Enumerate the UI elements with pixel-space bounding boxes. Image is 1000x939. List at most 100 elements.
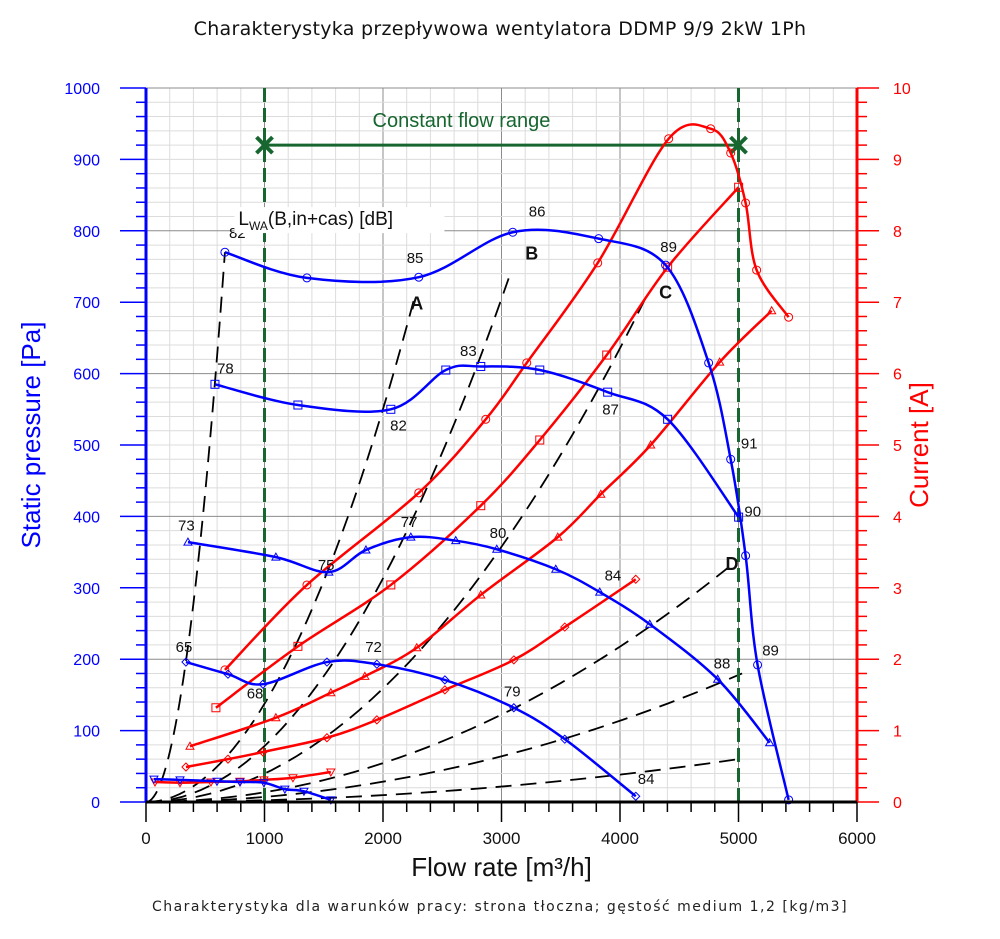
sound-level-label: 80 — [490, 525, 507, 542]
sound-label-background — [234, 207, 445, 234]
marker-triangle — [360, 671, 370, 680]
sound-level-label: 78 — [217, 361, 234, 378]
constant-flow-range: Constant flow range — [255, 88, 748, 802]
x-tick-label: 1000 — [246, 829, 284, 848]
y-tick-label: 500 — [73, 438, 100, 455]
system-curve-letter: A — [410, 293, 423, 313]
y-tick-label: 400 — [73, 509, 100, 526]
y2-tick-label: 10 — [893, 81, 911, 98]
marker-diamond — [509, 655, 519, 665]
marker-circle — [481, 414, 491, 424]
marker-diamond — [322, 657, 332, 667]
marker-square — [663, 414, 673, 424]
marker-square — [441, 365, 451, 375]
marker-inverted-triangle — [149, 775, 159, 785]
marker-triangle — [183, 537, 193, 546]
system-B-line — [145, 274, 511, 803]
marker-diamond — [509, 703, 519, 713]
y-tick-label: 300 — [73, 581, 100, 598]
marker-triangle — [645, 439, 656, 449]
y2-tick-label: 6 — [893, 367, 902, 384]
sound-level-label: 90 — [744, 503, 761, 520]
marker-circle — [414, 488, 424, 498]
sound-level-label: 72 — [365, 639, 382, 656]
y2-tick-label: 1 — [893, 724, 902, 741]
sound-level-label: 73 — [178, 518, 195, 535]
marker-circle — [661, 260, 671, 270]
y-tick-label: 1000 — [64, 81, 100, 98]
marker-diamond — [631, 574, 641, 584]
marker-circle — [706, 124, 716, 134]
system-E-line — [145, 672, 743, 803]
marker-square — [663, 262, 673, 272]
y2-tick-label: 8 — [893, 224, 902, 241]
current-circle-line — [224, 123, 790, 671]
marker-triangle — [450, 535, 461, 545]
x-tick-label: 0 — [141, 829, 150, 848]
marker-square — [293, 400, 303, 410]
system-curve-letter: D — [725, 554, 738, 574]
sound-level-label: 88 — [714, 655, 731, 672]
y2-tick-label: 5 — [893, 438, 902, 455]
marker-square — [386, 404, 396, 414]
pressure-series — [149, 227, 794, 805]
marker-inverted-triangle — [259, 779, 269, 788]
y-axis-label: Static pressure [Pa] — [16, 322, 46, 549]
marker-diamond — [322, 733, 332, 743]
flow-range-start-cross — [255, 135, 274, 155]
x-tick-label: 2000 — [364, 829, 402, 848]
marker-triangle — [271, 712, 281, 722]
marker-square — [535, 435, 545, 445]
y-tick-label: 100 — [73, 724, 100, 741]
marker-square — [210, 379, 220, 389]
x-tick-label: 6000 — [838, 829, 876, 848]
marker-diamond — [372, 715, 382, 725]
marker-diamond — [631, 791, 641, 801]
marker-triangle — [764, 737, 775, 747]
system-curve-letter: B — [525, 243, 538, 263]
marker-square — [211, 703, 221, 713]
y2-tick-label: 3 — [893, 581, 902, 598]
marker-square — [386, 580, 396, 590]
cross-stroke — [729, 135, 748, 155]
marker-square — [476, 361, 486, 371]
marker-square — [293, 641, 303, 651]
sound-level-label: 75 — [318, 557, 335, 574]
pressure-diamond-line — [185, 659, 637, 798]
current-square-line — [215, 186, 740, 709]
x-axis-label: Flow rate [m³/h] — [411, 852, 592, 882]
marker-square — [602, 350, 612, 360]
marker-triangle — [712, 674, 723, 683]
cross-stroke — [255, 135, 274, 155]
marker-circle — [593, 258, 603, 268]
chart-title: Charakterystyka przepływowa wentylatora … — [193, 18, 807, 40]
current-diamond-line — [185, 578, 637, 769]
marker-inverted-triangle — [212, 777, 222, 787]
marker-diamond — [372, 659, 382, 669]
marker-circle — [726, 454, 736, 464]
y2-axis-label: Current [A] — [904, 382, 934, 508]
marker-circle — [784, 312, 794, 322]
x-tick-label: 4000 — [601, 829, 639, 848]
marker-inverted-triangle — [280, 785, 290, 795]
marker-inverted-triangle — [235, 778, 245, 788]
marker-triangle — [323, 567, 334, 576]
sound-level-label: 87 — [602, 401, 619, 418]
marker-square — [603, 387, 613, 397]
marker-diamond — [258, 747, 268, 757]
sound-level-label: 85 — [407, 250, 424, 267]
system-curve-letter: C — [659, 283, 672, 303]
marker-triangle — [595, 489, 606, 498]
marker-circle — [220, 247, 230, 257]
sound-level-label: 83 — [460, 343, 477, 360]
y-tick-label: 800 — [73, 224, 100, 241]
marker-square — [734, 512, 744, 522]
marker-inverted-triangle — [175, 776, 185, 785]
marker-diamond — [258, 679, 268, 689]
marker-circle — [741, 551, 751, 561]
marker-circle — [508, 227, 518, 237]
marker-circle — [302, 580, 312, 590]
sound-level-label: 86 — [529, 204, 546, 221]
current-triangle-line — [189, 309, 773, 748]
sound-power-axis-label: LWA(B,in+cas) [dB] — [238, 209, 393, 233]
